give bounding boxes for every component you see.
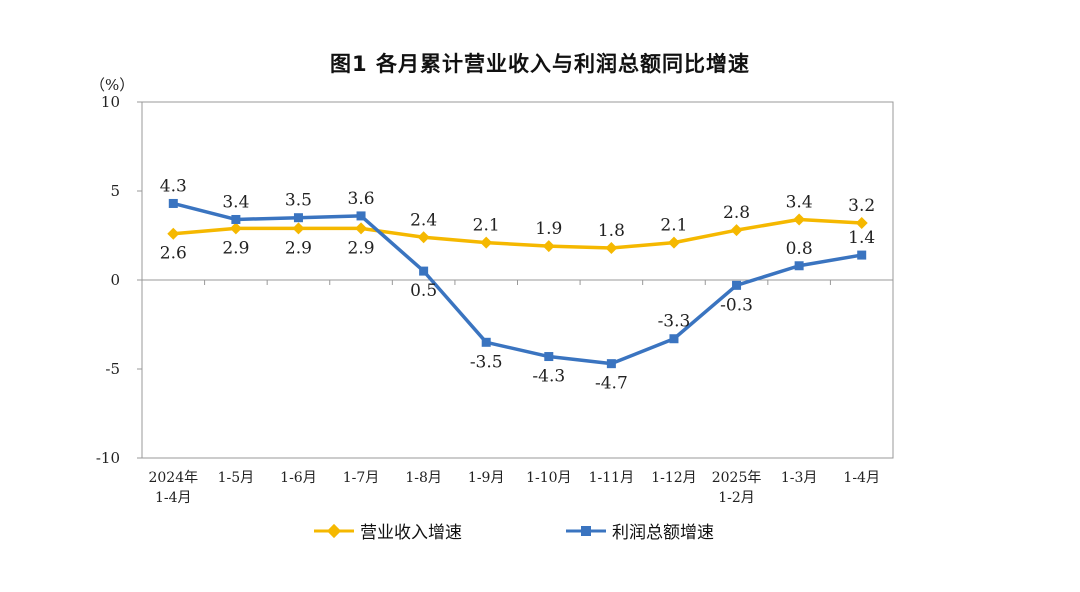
series-line-0: [171, 217, 864, 250]
x-tick-label: 1-6月: [280, 470, 317, 486]
x-tick-label: 1-8月: [405, 470, 442, 486]
series-0-data-label: 2.8: [723, 203, 750, 223]
y-tick-label: -10: [96, 449, 120, 467]
series-line-1: [171, 201, 864, 366]
series-1-data-label: -3.3: [658, 312, 691, 332]
legend-swatch-profit: [566, 525, 606, 536]
series-1-point: [857, 250, 867, 260]
legend-label-profit: 利润总额增速: [612, 523, 714, 543]
series-1-data-label: 0.8: [786, 239, 813, 259]
y-tick-label: 5: [110, 182, 120, 200]
series-0-point: [229, 222, 242, 235]
series-1-point: [356, 211, 366, 221]
series-1-data-label: 1.4: [848, 228, 875, 248]
series-1-point: [606, 359, 616, 369]
legend-item-profit: 利润总额增速: [566, 518, 714, 543]
series-0-point: [730, 224, 743, 237]
series-0-data-label: 2.9: [222, 238, 249, 258]
series-1-point: [231, 214, 241, 224]
series-0-point: [355, 222, 368, 235]
series-0-data-label: 2.6: [160, 244, 187, 264]
x-tick-label: 2025年: [712, 470, 762, 486]
series-0-point: [542, 240, 555, 253]
y-tick-label: 0: [110, 271, 120, 289]
series-1-data-label: -3.5: [470, 352, 503, 372]
x-tick-label: 1-4月: [843, 470, 880, 486]
series-0-data-label: 2.9: [285, 238, 312, 258]
x-tick-label: 1-11月: [589, 470, 634, 486]
y-tick-label: -5: [105, 360, 120, 378]
series-0-data-label: 3.2: [848, 196, 875, 216]
x-tick-label: 1-4月: [155, 490, 192, 506]
legend-label-revenue: 营业收入增速: [360, 523, 462, 543]
series-1-point: [669, 334, 679, 344]
y-axis-unit-label: （%）: [90, 76, 135, 94]
x-tick-label: 1-5月: [218, 470, 255, 486]
x-tick-label: 1-7月: [343, 470, 380, 486]
series-1-point: [732, 280, 742, 290]
series-0-point: [667, 236, 680, 249]
series-1-point: [794, 261, 804, 271]
series-1-data-label: -0.3: [720, 295, 753, 315]
series-1-point: [293, 213, 303, 223]
series-0-data-label: 1.9: [535, 219, 562, 239]
series-0-data-label: 2.1: [473, 216, 500, 236]
series-1-data-label: 3.5: [285, 191, 312, 211]
legend-item-revenue: 营业收入增速: [314, 518, 462, 543]
series-1-point: [168, 198, 178, 208]
series-0-data-label: 1.8: [598, 221, 625, 241]
series-1-data-label: 0.5: [410, 281, 437, 301]
x-tick-label: 1-12月: [651, 470, 696, 486]
legend-swatch-revenue: [314, 523, 354, 538]
series-0-data-label: 2.4: [410, 210, 437, 230]
series-1-point: [481, 337, 491, 347]
series-0-data-label: 3.4: [786, 192, 813, 212]
chart-title: 图1 各月累计营业收入与利润总额同比增速: [330, 52, 750, 76]
x-tick-label: 1-3月: [781, 470, 818, 486]
series-0-data-label: 2.9: [348, 238, 375, 258]
series-0-data-label: 2.1: [660, 216, 687, 236]
series-0-point: [417, 231, 430, 244]
series-0-point: [167, 227, 180, 240]
y-tick-label: 10: [101, 93, 120, 111]
x-tick-label: 1-9月: [468, 470, 505, 486]
series-1-point: [544, 352, 554, 362]
series-1-point: [419, 266, 429, 276]
series-0-point: [605, 241, 618, 254]
series-0-point: [793, 213, 806, 226]
series-1-data-label: -4.7: [595, 374, 628, 394]
legend: 营业收入增速 利润总额增速: [0, 518, 1080, 548]
series-1-data-label: -4.3: [532, 367, 565, 387]
series-0-point: [292, 222, 305, 235]
series-1-data-label: 3.6: [348, 189, 375, 209]
x-tick-label: 1-2月: [718, 490, 755, 506]
series-0-point: [480, 236, 493, 249]
series-1-data-label: 4.3: [160, 176, 187, 196]
x-tick-label: 1-10月: [526, 470, 571, 486]
x-tick-label: 2024年: [148, 470, 198, 486]
series-0-point: [855, 217, 868, 230]
series-1-data-label: 3.4: [222, 192, 249, 212]
